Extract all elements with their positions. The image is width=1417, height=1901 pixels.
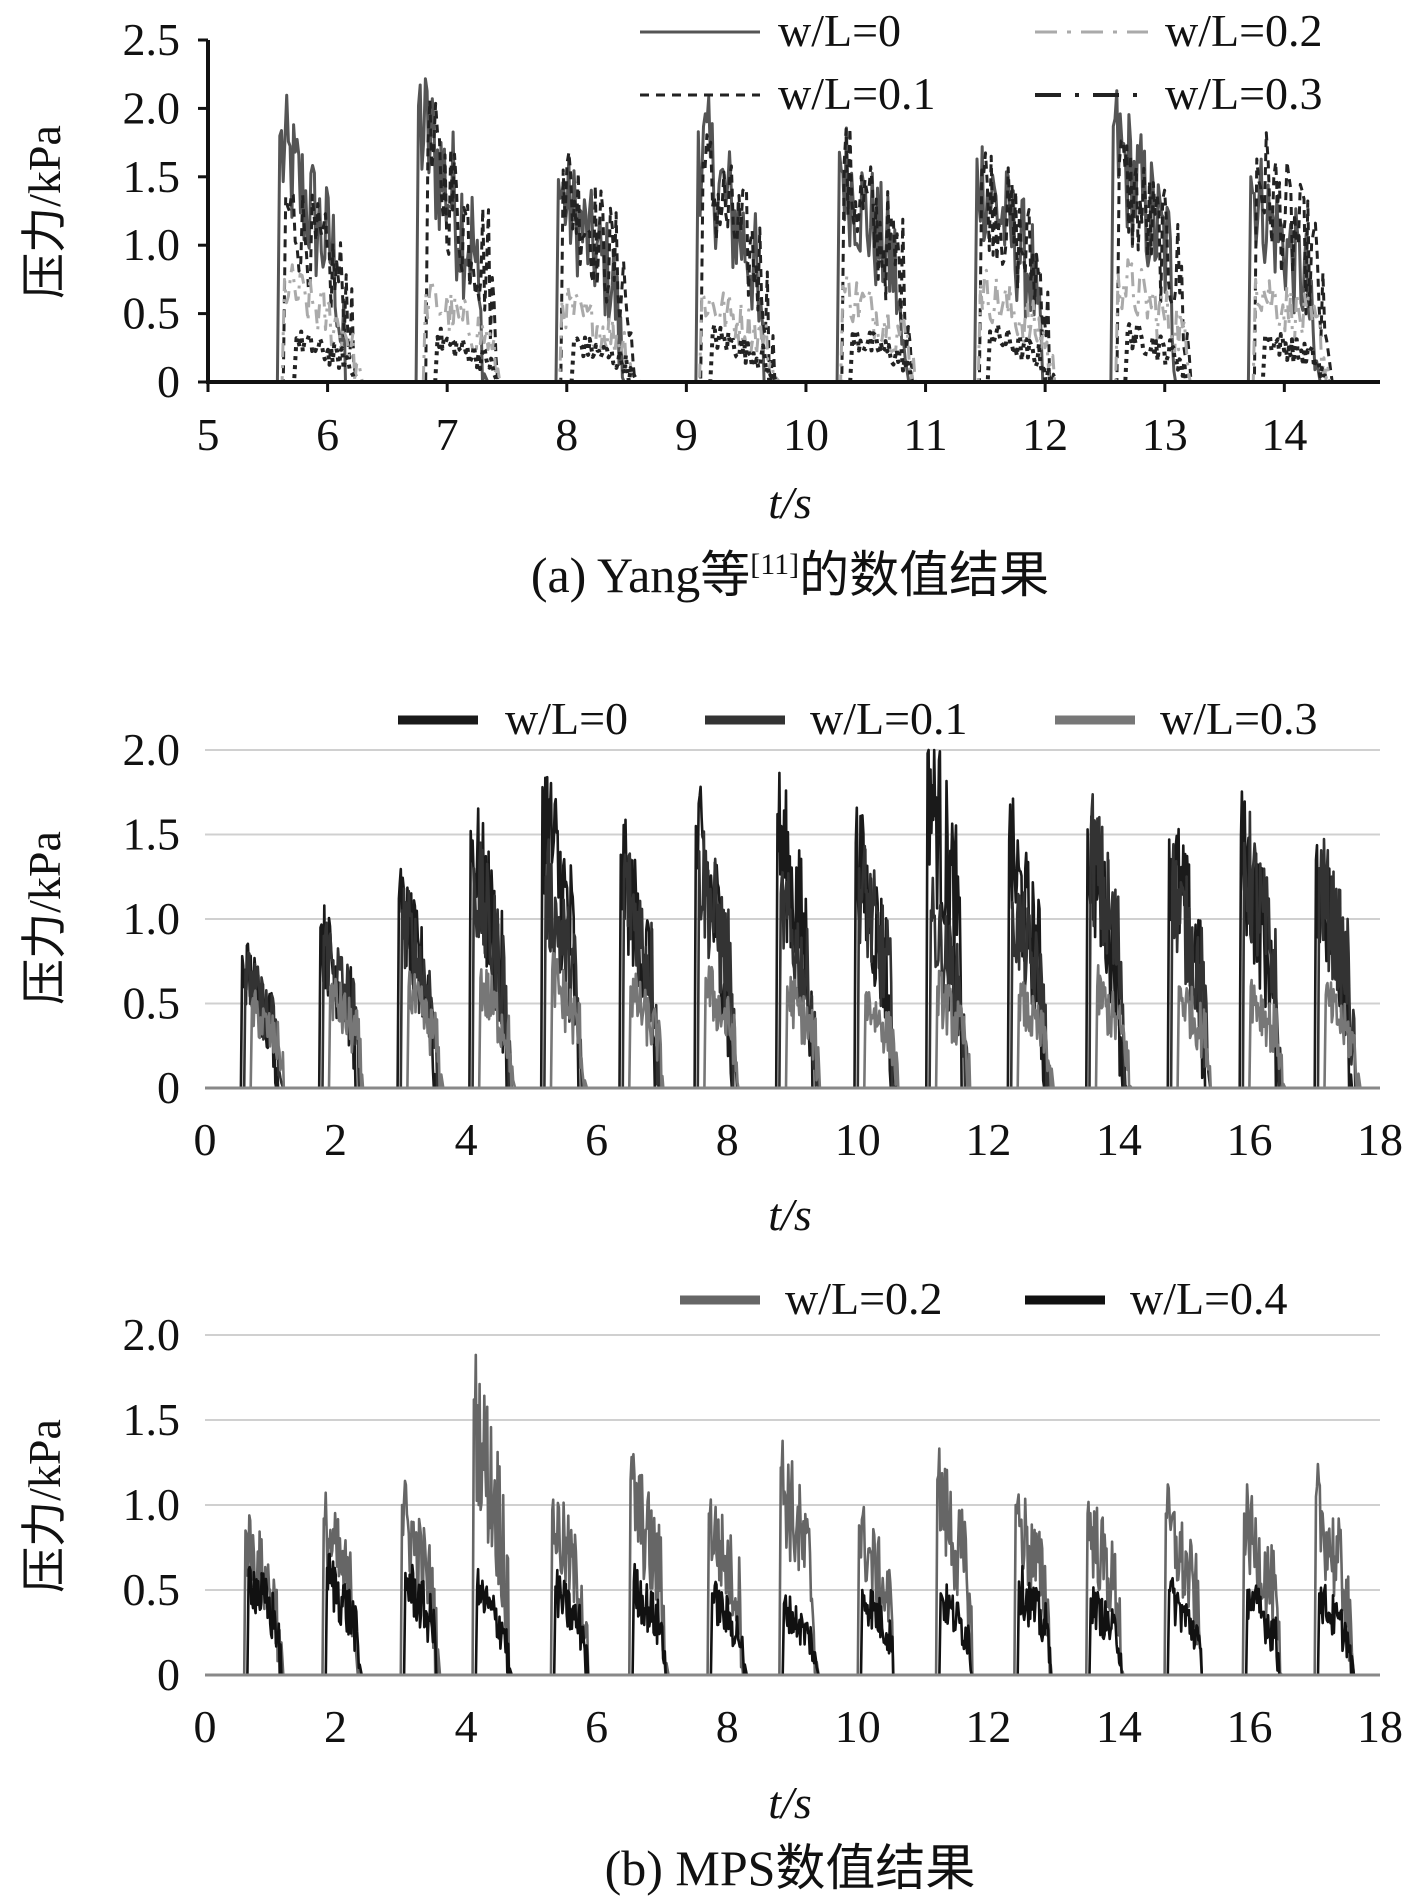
y-tick-label: 2.0 bbox=[123, 724, 181, 775]
series-line-w-l-0-4 bbox=[205, 1552, 1380, 1677]
legend-label-w-l-0: w/L=0 bbox=[778, 5, 901, 56]
panel-a-y-label: 压力/kPa bbox=[19, 125, 70, 299]
x-tick-label: 10 bbox=[835, 1114, 881, 1165]
x-tick-label: 2 bbox=[324, 1701, 347, 1752]
panel-b-upper-chart: 0 0.5 1.0 1.5 2.0 0 2 4 6 8 10 12 14 16 18 w/L=0 w/L=… bbox=[19, 693, 1403, 1240]
x-tick-label: 16 bbox=[1226, 1114, 1272, 1165]
panel-a-caption: (a) Yang等[11]的数值结果 bbox=[531, 547, 1049, 603]
panel-b-upper-legend: w/L=0 w/L=0.1 w/L=0.3 bbox=[398, 693, 1318, 744]
panel-b-upper-x-ticks: 0 2 4 6 8 10 12 14 16 18 bbox=[194, 1114, 1404, 1165]
legend-label-b-w-l-0-1: w/L=0.1 bbox=[810, 693, 968, 744]
legend-label-b-w-l-0-3: w/L=0.3 bbox=[1160, 693, 1318, 744]
panel-a-caption-suffix: 的数值结果 bbox=[799, 547, 1049, 603]
panel-b-upper-series-group bbox=[205, 748, 1380, 1090]
y-tick-label: 0 bbox=[157, 356, 180, 407]
y-tick-label: 0.5 bbox=[123, 1564, 181, 1615]
y-tick-label: 0 bbox=[157, 1062, 180, 1113]
x-tick-label: 11 bbox=[903, 409, 947, 460]
y-tick-label: 2.0 bbox=[123, 1309, 181, 1360]
panel-b-lower-y-ticks: 0 0.5 1.0 1.5 2.0 bbox=[123, 1309, 181, 1700]
x-tick-label: 9 bbox=[675, 409, 698, 460]
panel-b-caption: (b) MPS数值结果 bbox=[605, 1840, 976, 1896]
x-tick-label: 18 bbox=[1357, 1701, 1403, 1752]
series-line-w-l-0-3 bbox=[208, 322, 1380, 384]
panel-a-chart: 0 0.5 1.0 1.5 2.0 2.5 5 6 7 8 9 10 11 12 13 14 w/L=0 w… bbox=[19, 5, 1380, 603]
panel-b-lower-x-ticks: 0 2 4 6 8 10 12 14 16 18 bbox=[194, 1701, 1404, 1752]
series-line-w-l-0-3 bbox=[205, 952, 1380, 1090]
x-tick-label: 10 bbox=[783, 409, 829, 460]
panel-a-y-ticks: 0 0.5 1.0 1.5 2.0 2.5 bbox=[123, 14, 208, 407]
y-tick-label: 1.0 bbox=[123, 219, 181, 270]
x-tick-label: 13 bbox=[1142, 409, 1188, 460]
x-tick-label: 14 bbox=[1261, 409, 1307, 460]
x-tick-label: 12 bbox=[965, 1701, 1011, 1752]
y-tick-label: 1.5 bbox=[123, 809, 181, 860]
x-tick-label: 8 bbox=[555, 409, 578, 460]
x-tick-label: 5 bbox=[197, 409, 220, 460]
x-tick-label: 10 bbox=[835, 1701, 881, 1752]
x-tick-label: 12 bbox=[965, 1114, 1011, 1165]
y-tick-label: 1.0 bbox=[123, 893, 181, 944]
legend-label-w-l-0-1: w/L=0.1 bbox=[778, 68, 936, 119]
panel-a-x-ticks: 5 6 7 8 9 10 11 12 13 14 bbox=[197, 382, 1307, 460]
x-tick-label: 14 bbox=[1096, 1701, 1142, 1752]
series-line-w-l-0-1 bbox=[208, 99, 1380, 384]
panel-b-lower-y-label: 压力/kPa bbox=[19, 1419, 70, 1593]
x-tick-label: 12 bbox=[1022, 409, 1068, 460]
legend-label-b-w-l-0: w/L=0 bbox=[505, 693, 628, 744]
x-tick-label: 4 bbox=[455, 1701, 478, 1752]
x-tick-label: 18 bbox=[1357, 1114, 1403, 1165]
y-tick-label: 0 bbox=[157, 1649, 180, 1700]
series-line-w-l-0 bbox=[208, 77, 1380, 384]
series-line-w-l-0-2 bbox=[205, 1353, 1380, 1677]
panel-a-x-label: t/s bbox=[768, 477, 811, 528]
panel-b-lower-series-group bbox=[205, 1353, 1380, 1677]
panel-a-caption-prefix: (a) Yang等 bbox=[531, 547, 750, 603]
panel-a-caption-citation: [11] bbox=[750, 548, 799, 581]
legend-label-b-w-l-0-4: w/L=0.4 bbox=[1130, 1273, 1288, 1324]
y-tick-label: 2.5 bbox=[123, 14, 181, 65]
panel-b-lower-x-label: t/s bbox=[768, 1777, 811, 1828]
panel-a-series-group bbox=[208, 77, 1380, 384]
x-tick-label: 4 bbox=[455, 1114, 478, 1165]
y-tick-label: 1.0 bbox=[123, 1479, 181, 1530]
y-tick-label: 1.5 bbox=[123, 151, 181, 202]
x-tick-label: 16 bbox=[1226, 1701, 1272, 1752]
panel-a-legend: w/L=0 w/L=0.2 w/L=0.1 w/L=0.3 bbox=[640, 5, 1323, 119]
panel-b-upper-y-ticks: 0 0.5 1.0 1.5 2.0 bbox=[123, 724, 181, 1113]
legend-label-w-l-0-2: w/L=0.2 bbox=[1165, 5, 1323, 56]
y-tick-label: 1.5 bbox=[123, 1394, 181, 1445]
y-tick-label: 0.5 bbox=[123, 288, 181, 339]
x-tick-label: 0 bbox=[194, 1701, 217, 1752]
x-tick-label: 7 bbox=[436, 409, 459, 460]
y-tick-label: 0.5 bbox=[123, 978, 181, 1029]
legend-label-b-w-l-0-2: w/L=0.2 bbox=[785, 1273, 943, 1324]
x-tick-label: 6 bbox=[316, 409, 339, 460]
x-tick-label: 8 bbox=[716, 1114, 739, 1165]
panel-b-upper-y-label: 压力/kPa bbox=[19, 831, 70, 1005]
series-line-w-l-0-2 bbox=[208, 258, 1380, 384]
y-tick-label: 2.0 bbox=[123, 82, 181, 133]
legend-label-w-l-0-3: w/L=0.3 bbox=[1165, 68, 1323, 119]
x-tick-label: 6 bbox=[585, 1114, 608, 1165]
x-tick-label: 2 bbox=[324, 1114, 347, 1165]
x-tick-label: 6 bbox=[585, 1701, 608, 1752]
panel-b-upper-x-label: t/s bbox=[768, 1189, 811, 1240]
x-tick-label: 0 bbox=[194, 1114, 217, 1165]
panel-b-lower-chart: 0 0.5 1.0 1.5 2.0 0 2 4 6 8 10 12 14 16 18 w/L=0.2 w/… bbox=[19, 1273, 1403, 1896]
x-tick-label: 14 bbox=[1096, 1114, 1142, 1165]
x-tick-label: 8 bbox=[716, 1701, 739, 1752]
panel-b-lower-legend: w/L=0.2 w/L=0.4 bbox=[680, 1273, 1288, 1324]
